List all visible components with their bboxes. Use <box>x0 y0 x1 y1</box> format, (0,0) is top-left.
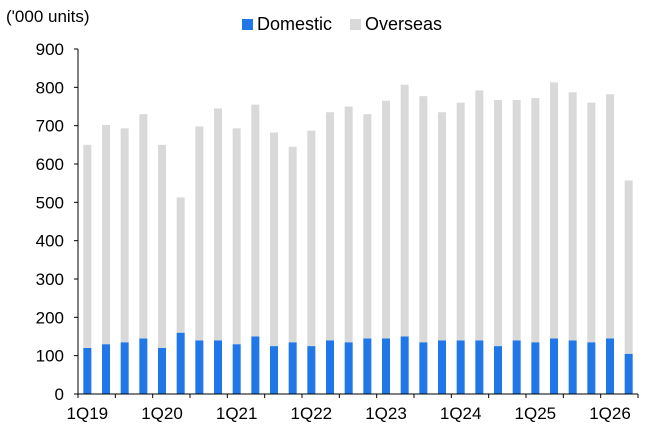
bar-overseas-4Q25 <box>587 102 596 343</box>
bar-overseas-1Q22 <box>307 130 316 347</box>
bar-overseas-2Q25 <box>550 82 558 339</box>
x-tick-label-1Q25: 1Q25 <box>515 404 557 423</box>
y-tick-label-900: 900 <box>36 40 64 59</box>
x-tick-label-1Q26: 1Q26 <box>589 404 631 423</box>
bar-domestic-3Q24 <box>494 346 502 394</box>
bar-overseas-2Q19 <box>102 124 110 345</box>
bar-domestic-3Q22 <box>344 342 353 394</box>
legend-item-overseas: Overseas <box>350 14 442 35</box>
bar-domestic-2Q24 <box>475 340 484 394</box>
bar-overseas-3Q25 <box>568 92 577 341</box>
bar-overseas-1Q23 <box>382 100 390 339</box>
bars-group <box>83 82 633 394</box>
bar-overseas-4Q24 <box>512 99 521 341</box>
y-unit-label: ('000 units) <box>6 7 90 26</box>
y-tick-label-100: 100 <box>36 347 64 366</box>
bar-domestic-1Q22 <box>307 346 316 394</box>
bar-overseas-3Q22 <box>344 106 353 343</box>
bar-domestic-3Q25 <box>568 340 577 394</box>
x-tick-label-1Q23: 1Q23 <box>365 404 407 423</box>
bar-overseas-3Q20 <box>195 126 204 341</box>
bar-domestic-2Q21 <box>251 336 260 394</box>
bar-domestic-2Q26 <box>624 353 633 394</box>
bar-overseas-3Q24 <box>494 99 502 347</box>
bar-domestic-4Q23 <box>438 340 446 394</box>
bar-domestic-1Q25 <box>531 342 540 394</box>
y-tick-label-300: 300 <box>36 270 64 289</box>
bar-overseas-2Q24 <box>475 90 484 341</box>
bar-overseas-3Q21 <box>270 132 278 347</box>
bar-domestic-2Q19 <box>102 344 110 394</box>
bar-overseas-3Q23 <box>419 96 428 343</box>
bar-domestic-1Q26 <box>606 338 614 394</box>
bar-domestic-2Q23 <box>400 336 409 394</box>
bar-domestic-2Q25 <box>550 338 558 394</box>
legend-label-overseas: Overseas <box>365 14 443 34</box>
bar-overseas-2Q21 <box>251 104 260 337</box>
bar-overseas-2Q20 <box>176 197 185 333</box>
bar-domestic-1Q24 <box>456 340 465 394</box>
bar-domestic-3Q19 <box>120 342 129 394</box>
bar-domestic-4Q22 <box>363 338 372 394</box>
bar-overseas-4Q20 <box>214 108 222 341</box>
bar-domestic-2Q20 <box>176 332 185 394</box>
bar-overseas-1Q24 <box>456 102 465 341</box>
y-tick-label-500: 500 <box>36 193 64 212</box>
bar-domestic-1Q23 <box>382 338 390 394</box>
bar-overseas-2Q23 <box>400 84 409 337</box>
legend-label-domestic: Domestic <box>257 14 333 34</box>
bar-domestic-3Q23 <box>419 342 428 394</box>
x-tick-label-1Q21: 1Q21 <box>216 404 258 423</box>
bar-overseas-4Q19 <box>139 114 148 339</box>
bar-overseas-4Q21 <box>288 146 297 343</box>
bar-overseas-1Q25 <box>531 98 540 343</box>
bar-domestic-4Q24 <box>512 340 521 394</box>
bar-domestic-4Q20 <box>214 340 222 394</box>
x-tick-label-1Q22: 1Q22 <box>291 404 333 423</box>
bar-domestic-4Q21 <box>288 342 297 394</box>
bar-overseas-1Q26 <box>606 94 614 339</box>
bar-domestic-1Q21 <box>232 344 241 394</box>
axes-group: 0 100 200 300 400 500 600 700 800 900 1Q19 1Q20 1Q21… <box>36 40 639 423</box>
bar-domestic-4Q19 <box>139 338 148 394</box>
bar-overseas-4Q22 <box>363 114 372 339</box>
x-tick-label-1Q24: 1Q24 <box>440 404 482 423</box>
bar-domestic-1Q20 <box>158 348 166 394</box>
bar-overseas-2Q26 <box>624 180 633 354</box>
bar-domestic-3Q21 <box>270 346 278 394</box>
legend: Domestic Overseas <box>242 14 460 35</box>
y-tick-label-600: 600 <box>36 155 64 174</box>
bar-domestic-2Q22 <box>326 340 334 394</box>
legend-swatch-overseas <box>350 19 362 30</box>
y-tick-label-700: 700 <box>36 117 64 136</box>
x-tick-label-1Q19: 1Q19 <box>67 404 109 423</box>
x-tick-label-1Q20: 1Q20 <box>141 404 183 423</box>
legend-swatch-domestic <box>242 19 253 30</box>
bar-overseas-1Q21 <box>232 128 241 345</box>
legend-item-domestic: Domestic <box>242 14 332 35</box>
bar-overseas-1Q20 <box>158 144 166 348</box>
bar-overseas-2Q22 <box>326 112 334 341</box>
y-tick-label-800: 800 <box>36 78 64 97</box>
bar-domestic-1Q19 <box>83 348 92 394</box>
bar-overseas-3Q19 <box>120 128 129 343</box>
y-tick-label-400: 400 <box>36 232 64 251</box>
y-tick-label-0: 0 <box>55 385 64 404</box>
bar-overseas-4Q23 <box>438 112 446 341</box>
bar-overseas-1Q19 <box>83 144 92 348</box>
bar-domestic-3Q20 <box>195 340 204 394</box>
y-tick-label-200: 200 <box>36 308 64 327</box>
bar-domestic-4Q25 <box>587 342 596 394</box>
